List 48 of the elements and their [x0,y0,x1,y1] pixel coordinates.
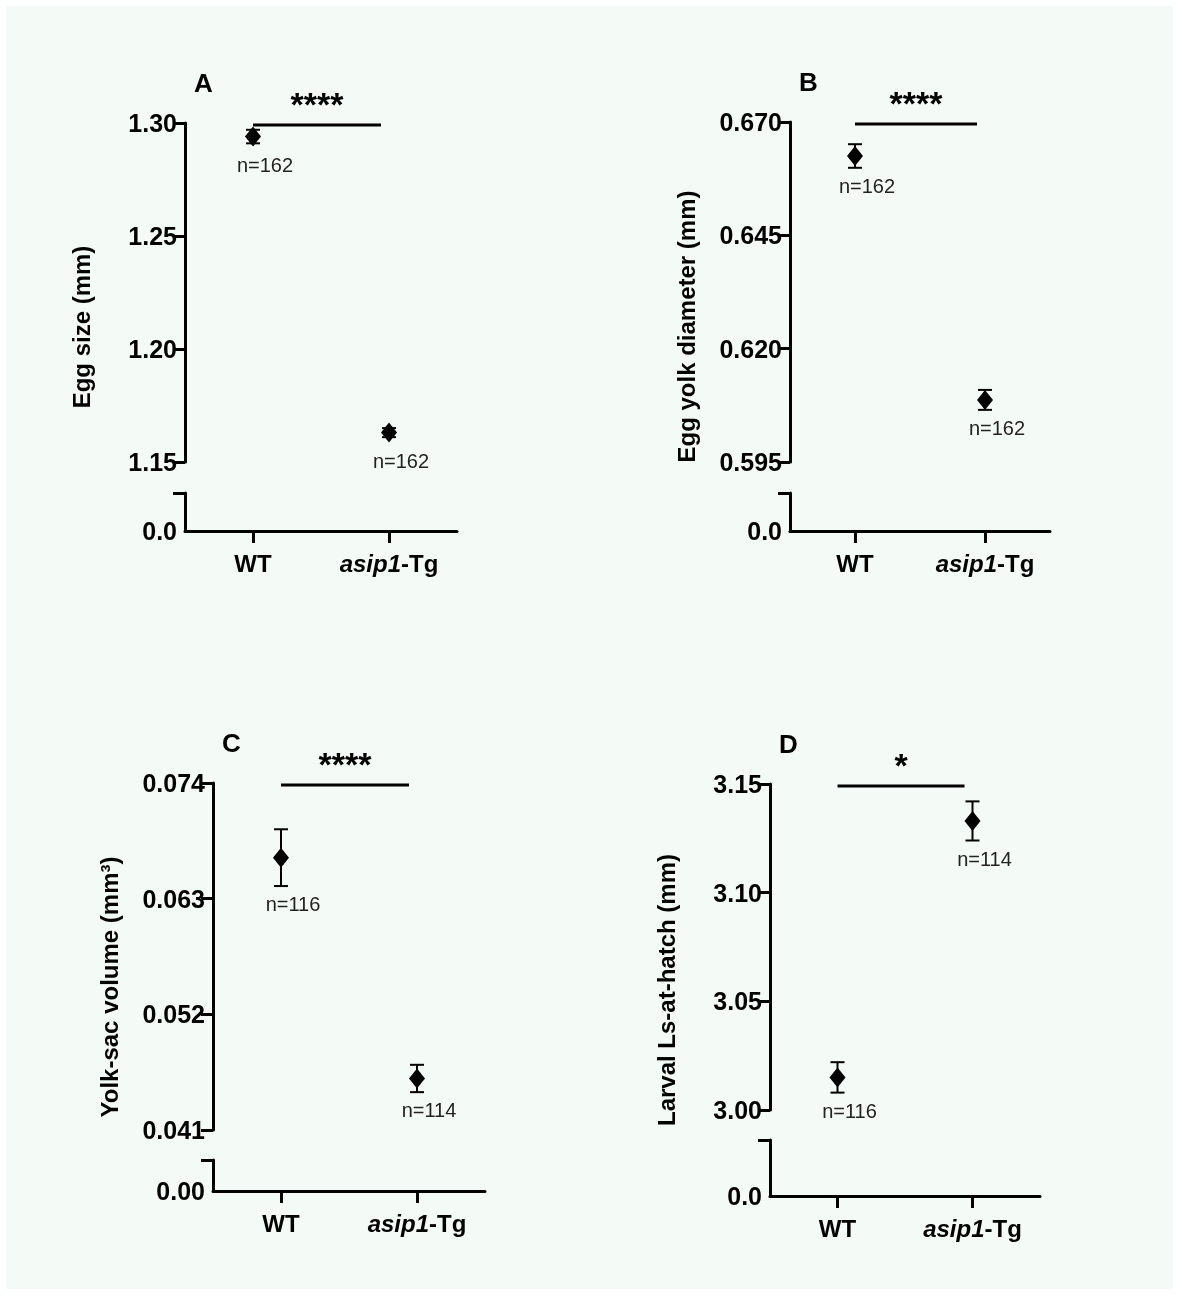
y-tick-label: 0.041 [142,1116,206,1144]
y-tick-label: 3.15 [713,770,763,798]
annotation: n=162 [372,449,430,472]
y-tick-label: 3.10 [713,878,762,907]
x-tick-label: WT [818,1214,857,1242]
annotation: n=116 [822,1099,877,1122]
text: 0.00 [156,1177,205,1205]
annotation: n=116 [265,893,321,916]
x-tick-label: WT [262,1209,300,1237]
text: 0.0 [142,517,177,545]
y-tick-label: 1.25 [128,222,178,250]
y-axis-title: Egg yolk diameter (mm) [672,190,700,463]
y-tick-label: 0.620 [719,334,782,363]
y-tick-label: 1.15 [128,448,178,476]
chart-title: C [222,728,241,758]
y-tick-label: 1.30 [128,109,177,137]
annotation: n=162 [236,153,294,176]
x-tick-label: WT [234,549,272,577]
annotation: n=162 [838,174,896,197]
text: **** [290,85,345,123]
annotation: n=162 [968,416,1026,439]
chart-title: B [799,67,818,97]
y-tick-label: 0.645 [719,221,783,250]
chart-title: A [194,68,213,98]
y-axis-title: Egg size (mm) [67,245,95,409]
chart-title: D [779,729,798,759]
text: 0.0 [747,517,782,545]
y-tick-label: 0.052 [142,1000,205,1029]
text: **** [318,745,373,783]
text: **** [889,84,944,122]
text: * [894,746,909,784]
annotation: n=114 [401,1099,457,1122]
y-tick-label: 0.595 [719,448,783,476]
y-tick-label: 3.00 [713,1096,762,1124]
y-tick-label: 1.20 [128,335,177,363]
y-tick-label: 0.063 [142,884,205,913]
annotation: n=114 [957,847,1012,870]
y-tick-label: 0.074 [142,769,206,797]
y-tick-label: 3.05 [713,987,763,1016]
x-tick-label: asip1-Tg [367,1209,467,1237]
x-tick-label: asip1-Tg [339,549,439,577]
y-axis-title: Yolk-sac volume (mm³) [95,856,123,1118]
text: 0.0 [727,1182,762,1210]
x-tick-label: WT [836,549,874,577]
x-tick-label: asip1-Tg [935,549,1035,577]
y-axis-title: Larval Ls-at-hatch (mm) [652,853,680,1127]
y-tick-label: 0.670 [719,108,782,136]
x-tick-label: asip1-Tg [923,1214,1022,1242]
